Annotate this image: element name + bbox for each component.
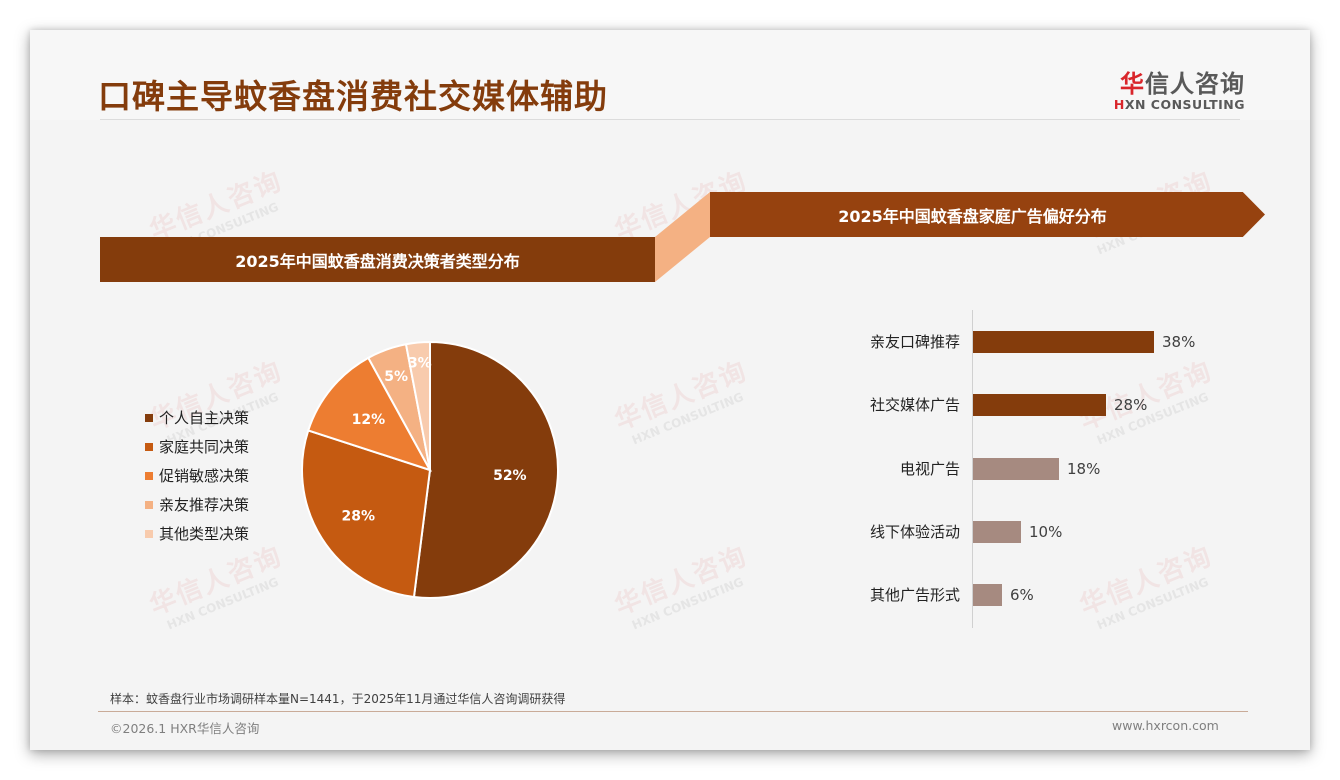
bar-fill xyxy=(973,331,1154,353)
bar-value-label: 28% xyxy=(1114,396,1148,414)
pie-section-title-band: 2025年中国蚊香盘消费决策者类型分布 xyxy=(100,237,655,282)
pie-data-label: 28% xyxy=(341,509,375,525)
pie-section-title: 2025年中国蚊香盘消费决策者类型分布 xyxy=(235,251,520,271)
title-divider xyxy=(100,119,1240,120)
bar-value-label: 38% xyxy=(1162,333,1196,351)
legend-swatch xyxy=(145,442,153,451)
bar-row: 其他广告形式 6% xyxy=(830,584,1250,606)
bar-section-title: 2025年中国蚊香盘家庭广告偏好分布 xyxy=(838,206,1107,226)
logo-en-first: H xyxy=(1113,97,1125,112)
bar-value-label: 10% xyxy=(1029,523,1063,541)
pie-data-label: 5% xyxy=(384,369,408,385)
bar-section-title-band: 2025年中国蚊香盘家庭广告偏好分布 xyxy=(710,192,1265,237)
legend-item: 个人自主决策 xyxy=(145,403,249,432)
legend-item: 其他类型决策 xyxy=(145,519,249,548)
pie-slice xyxy=(301,429,432,599)
pie-slice xyxy=(404,340,431,471)
bar-category-label: 电视广告 xyxy=(899,460,960,478)
pie-data-label: 12% xyxy=(352,412,386,428)
bar-category-label: 线下体验活动 xyxy=(869,523,960,541)
legend-label: 亲友推荐决策 xyxy=(159,496,250,514)
bar-value-label: 6% xyxy=(1010,586,1034,604)
legend-item: 亲友推荐决策 xyxy=(145,490,249,519)
bar-chart: 亲友口碑推荐 38% 社交媒体广告 28% 电视广告 18% 线下体验活动 10% 其他广告形式… xyxy=(830,310,1250,628)
website-link[interactable]: www.hxrcon.com xyxy=(1112,718,1219,733)
legend-swatch xyxy=(145,529,153,538)
bar-fill xyxy=(973,458,1059,480)
legend-swatch xyxy=(145,471,153,480)
legend-label: 其他类型决策 xyxy=(159,525,250,543)
pie-data-label: 52% xyxy=(493,468,527,484)
footer-divider xyxy=(98,711,1248,712)
bar-axis xyxy=(972,310,973,628)
bar-row: 电视广告 18% xyxy=(830,458,1250,480)
pie-legend: 个人自主决策 家庭共同决策 促销敏感决策 亲友推荐决策 其他类型决策 xyxy=(145,403,249,548)
legend-item: 家庭共同决策 xyxy=(145,432,249,461)
bar-fill xyxy=(973,521,1021,543)
bar-value-label: 18% xyxy=(1067,460,1101,478)
bar-fill xyxy=(973,584,1002,606)
pie-slice xyxy=(307,356,433,472)
bar-row: 社交媒体广告 28% xyxy=(830,394,1250,416)
pie-chart: 52% 28% 12% 5%3% xyxy=(301,340,559,599)
legend-label: 促销敏感决策 xyxy=(159,467,250,485)
pie-slice xyxy=(412,340,559,599)
legend-label: 个人自主决策 xyxy=(159,409,250,427)
bar-category-label: 亲友口碑推荐 xyxy=(869,333,960,351)
bar-category-label: 社交媒体广告 xyxy=(869,396,960,414)
pie-data-label: 3% xyxy=(408,355,432,371)
logo-cn-first: 华 xyxy=(1120,70,1145,98)
header-band xyxy=(30,30,1310,120)
bar-fill xyxy=(973,394,1106,416)
copyright: ©2026.1 HXR华信人咨询 xyxy=(110,721,260,736)
logo-cn-rest: 信人咨询 xyxy=(1145,70,1245,98)
bar-row: 线下体验活动 10% xyxy=(830,521,1250,543)
company-logo: 华信人咨询 HXN CONSULTING xyxy=(1110,64,1245,112)
bar-category-label: 其他广告形式 xyxy=(869,586,960,604)
legend-swatch xyxy=(145,413,153,422)
legend-label: 家庭共同决策 xyxy=(159,438,250,456)
legend-item: 促销敏感决策 xyxy=(145,461,249,490)
sample-note: 样本：蚊香盘行业市场调研样本量N=1441，于2025年11月通过华信人咨询调研… xyxy=(110,692,566,706)
band-connector xyxy=(655,192,710,282)
legend-swatch xyxy=(145,500,153,509)
logo-en-rest: XN CONSULTING xyxy=(1124,97,1245,112)
page-title: 口碑主导蚊香盘消费社交媒体辅助 xyxy=(98,77,608,116)
bar-row: 亲友口碑推荐 38% xyxy=(830,331,1250,353)
